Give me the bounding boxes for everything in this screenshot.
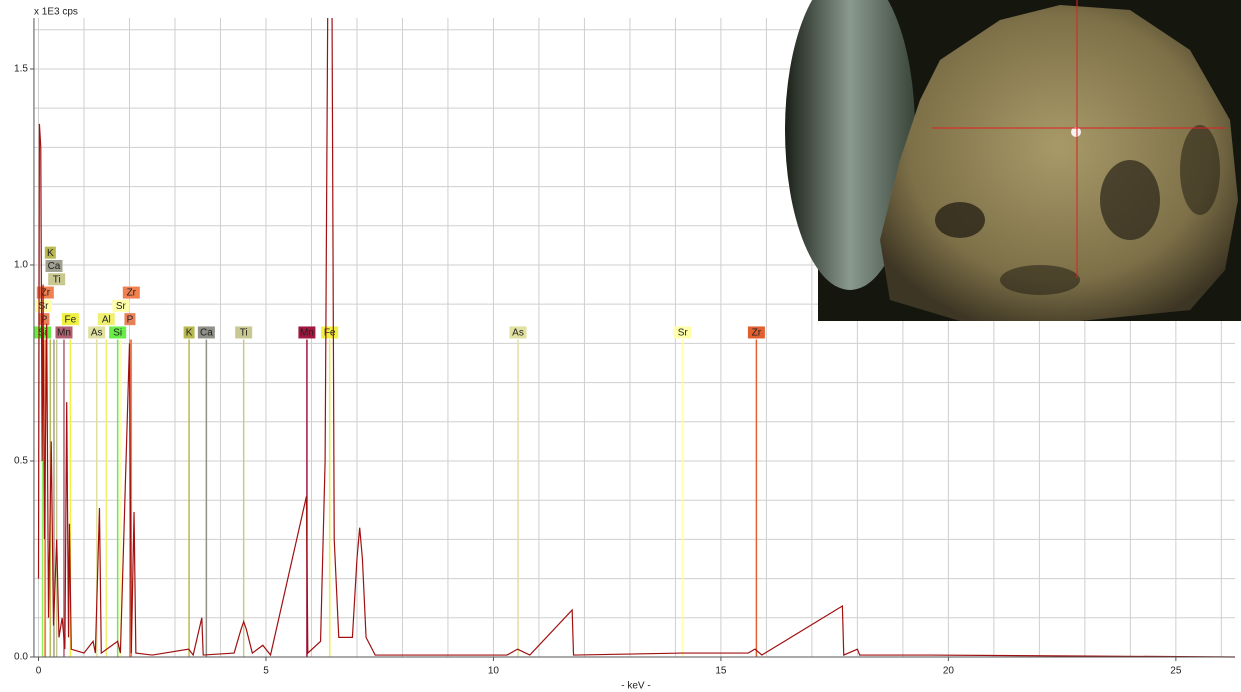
marker-label: Mn: [300, 328, 314, 339]
y-tick-label: 0.5: [14, 456, 28, 467]
marker-label: Si: [113, 328, 122, 339]
photo-spot: [1100, 160, 1160, 240]
marker-label-box: [55, 326, 73, 339]
photo-glass: [785, 0, 915, 290]
marker-label-box: [298, 326, 316, 339]
marker-label: P: [127, 314, 134, 325]
marker-label-box: [183, 326, 195, 339]
marker-label-box: [88, 326, 106, 339]
x-tick-label: 10: [488, 666, 500, 677]
marker-label: Sr: [116, 301, 127, 312]
y-tick-label: 1.0: [14, 260, 28, 271]
photo-spot: [935, 202, 985, 238]
marker-label-box: [112, 299, 130, 312]
x-tick-label: 0: [36, 666, 42, 677]
marker-label: Sr: [678, 328, 689, 339]
marker-label: Zr: [752, 328, 762, 339]
marker-label-box: [109, 326, 127, 339]
x-tick-label: 5: [263, 666, 269, 677]
y-unit-label: x 1E3 cps: [34, 7, 78, 18]
marker-label: Fe: [65, 314, 77, 325]
x-axis-label: - keV -: [621, 681, 650, 692]
photo-spot-light: [1071, 127, 1081, 137]
marker-label-box: [674, 326, 692, 339]
marker-label: As: [91, 328, 103, 339]
marker-label-box: [97, 313, 115, 326]
marker-label: K: [186, 328, 193, 339]
marker-label: P: [41, 314, 48, 325]
marker-label: Ca: [200, 328, 213, 339]
marker-label-box: [235, 326, 253, 339]
marker-label: Sr: [39, 301, 50, 312]
x-tick-label: 20: [943, 666, 955, 677]
x-tick-label: 25: [1170, 666, 1182, 677]
marker-label-box: [38, 313, 50, 326]
photo-rock: [880, 5, 1238, 321]
sample-photo: [785, 0, 1241, 321]
marker-label: Ti: [53, 274, 61, 285]
photo-spot: [1000, 265, 1080, 295]
marker-label-box: [122, 286, 140, 299]
series: [37, 18, 1236, 658]
marker-label-box: [747, 326, 765, 339]
marker-label-box: [197, 326, 215, 339]
marker-label: Ti: [240, 328, 248, 339]
marker-label-box: [509, 326, 527, 339]
marker-label-box: [44, 246, 56, 259]
marker-label: Zr: [41, 288, 51, 299]
axes: 0.0 0.5 1.0 1.5 0 5 10 15 20 25: [14, 18, 1235, 677]
marker-label: Ca: [48, 261, 61, 272]
marker-label: Fe: [324, 328, 336, 339]
marker-label-box: [48, 273, 66, 286]
y-tick-label: 0.0: [14, 652, 28, 663]
marker-label-box: [124, 313, 136, 326]
photo-spot: [1180, 125, 1220, 215]
marker-label: Zr: [127, 288, 137, 299]
x-tick-label: 15: [715, 666, 727, 677]
marker-label-box: [61, 313, 79, 326]
marker-label: Al: [102, 314, 111, 325]
marker-label: Mn: [57, 328, 71, 339]
marker-label: K: [47, 248, 54, 259]
spectrum-line: [37, 18, 1236, 658]
marker-label-box: [45, 259, 63, 272]
y-tick-label: 1.5: [14, 64, 28, 75]
marker-label: As: [512, 328, 524, 339]
